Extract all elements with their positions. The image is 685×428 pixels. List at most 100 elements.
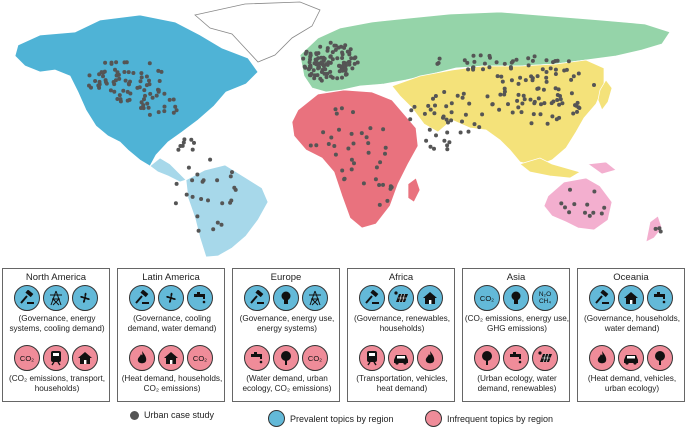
urban-case-dot: [509, 60, 514, 65]
urban-case-dot: [228, 174, 233, 179]
urban-case-dot: [377, 202, 382, 207]
urban-case-dot: [495, 74, 500, 79]
urban-case-dot: [568, 187, 572, 192]
urban-case-dot: [544, 58, 549, 63]
urban-case-dot: [571, 74, 576, 79]
urban-case-dot: [126, 70, 131, 75]
urban-case-dot: [444, 104, 449, 109]
urban-case-dot: [515, 98, 520, 103]
urban-case-dot: [422, 111, 427, 116]
urban-case-dot: [539, 102, 543, 107]
urban-case-dot: [206, 198, 210, 203]
urban-case-dot: [114, 60, 119, 65]
africa-landmass: [291, 89, 419, 229]
urban-case-dot: [113, 67, 117, 72]
urban-case-dot: [381, 127, 386, 132]
urban-case-dot: [431, 96, 435, 101]
urban-case-dot: [378, 160, 383, 165]
urban-case-dot: [445, 130, 450, 135]
urban-case-dot: [531, 112, 536, 117]
car-icon: [618, 345, 644, 371]
urban-case-dot: [93, 79, 98, 83]
urban-case-dot: [162, 109, 167, 114]
urban-case-dot: [178, 144, 183, 148]
urban-case-dot: [342, 45, 347, 50]
prevalent-icon-row: [118, 285, 224, 311]
panel-africa: Africa (Governance, renewables, household…: [347, 268, 455, 402]
urban-case-dot: [333, 107, 338, 112]
co2-text: CO₂: [479, 293, 495, 303]
infrequent-swatch: [425, 410, 442, 427]
urban-case-dot: [148, 91, 153, 96]
urban-case-dot: [550, 114, 555, 119]
urban-case-dot: [319, 60, 324, 65]
urban-case-dot: [123, 78, 128, 83]
urban-case-dot: [97, 79, 102, 84]
urban-case-dot: [342, 177, 347, 182]
urban-case-dot: [532, 101, 537, 106]
region-title: Africa: [388, 272, 414, 283]
urban-case-dot: [449, 101, 454, 106]
urban-case-dot: [482, 61, 487, 66]
gavel-icon: [359, 285, 385, 311]
urban-case-dot: [544, 75, 549, 80]
urban-case-dot: [592, 83, 596, 87]
legend-infrequent: Infrequent topics by region: [425, 410, 553, 427]
prevalent-icon-row: [348, 285, 454, 311]
prevalent-caption: (Governance, energy systems, cooling dem…: [9, 314, 105, 333]
urban-case-dot: [545, 121, 550, 126]
urban-case-dot: [174, 181, 179, 186]
urban-case-dot: [585, 202, 590, 207]
urban-case-dot: [587, 213, 592, 218]
urban-case-dot: [487, 65, 492, 70]
legend-urban-label: Urban case study: [144, 410, 215, 420]
urban-case-dot: [412, 104, 417, 109]
tree-icon: [474, 345, 500, 371]
urban-case-dot: [460, 119, 464, 124]
prevalent-caption: (Governance, households, water demand): [583, 314, 681, 333]
urban-case-dot: [340, 50, 345, 55]
urban-case-dot: [497, 107, 502, 112]
region-title: Europe: [270, 272, 302, 283]
infrequent-icon-row: [463, 345, 569, 371]
urban-case-dot: [509, 78, 514, 83]
world-map: [14, 1, 671, 258]
urban-case-dot: [514, 57, 519, 62]
urban-case-dot: [144, 74, 149, 79]
urban-case-dot: [583, 210, 587, 215]
urban-case-dot: [156, 68, 161, 73]
urban-case-dot: [467, 101, 472, 106]
urban-case-dot: [521, 93, 526, 98]
power-tower-icon: [302, 285, 328, 311]
asia-landmass: [391, 59, 605, 167]
urban-case-study-dots: [87, 40, 663, 234]
panel-oceania: Oceania (Governance, households, water de…: [577, 268, 685, 402]
flame-icon: [589, 345, 615, 371]
urban-case-dot: [508, 65, 513, 70]
co2-icon: CO₂: [302, 345, 328, 371]
urban-case-dot: [348, 47, 353, 52]
urban-case-dot: [424, 138, 429, 143]
urban-case-dot: [316, 66, 321, 71]
urban-case-dot: [190, 147, 195, 152]
panel-europe: Europe (Governance, energy use, energy sy…: [232, 268, 340, 402]
urban-case-dot: [315, 73, 320, 78]
urban-case-dot: [195, 214, 200, 219]
urban-case-dot: [359, 131, 364, 136]
ghg-icon: N₂O CH₄: [532, 285, 558, 311]
urban-case-dot: [220, 201, 225, 206]
urban-case-dot: [499, 74, 504, 79]
car-icon: [388, 345, 414, 371]
urban-case-dot: [208, 157, 213, 162]
faucet-icon: [647, 285, 673, 311]
urban-case-dot: [478, 53, 483, 58]
legend-prevalent-label: Prevalent topics by region: [290, 413, 394, 424]
gavel-icon: [14, 285, 40, 311]
infrequent-icon-row: CO₂: [3, 345, 109, 371]
gavel-icon: [129, 285, 155, 311]
urban-case-dot: [328, 40, 333, 45]
prevalent-icon-row: [3, 285, 109, 311]
urban-case-dot: [494, 60, 499, 65]
urban-case-dot: [441, 114, 446, 119]
lightbulb-icon: [503, 285, 529, 311]
